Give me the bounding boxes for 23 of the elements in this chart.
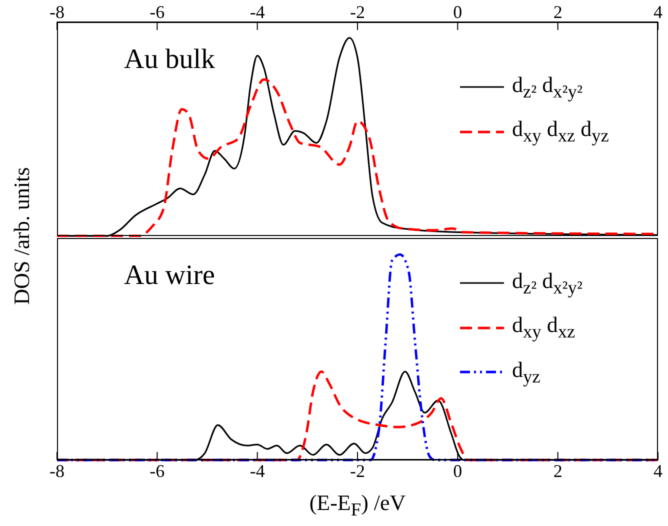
x-tick-label: -2: [350, 460, 365, 481]
x-tick-label: 4: [654, 2, 662, 22]
x-tick-label: -8: [50, 460, 64, 481]
legend-label: d$_{yz}$: [512, 356, 540, 388]
x-tick-label: -2: [350, 2, 365, 22]
annotation: Au wire: [124, 260, 215, 291]
annotation: Au bulk: [124, 44, 215, 75]
y-axis-title: DOS /arb. units: [9, 167, 34, 305]
x-tick-label: 2: [553, 2, 562, 22]
legend-label: d$_{xy}$ d$_{xz}$: [512, 312, 576, 343]
x-tick-label: 4: [654, 460, 662, 481]
x-tick-label: -8: [50, 2, 64, 22]
x-tick-label: -4: [250, 2, 265, 22]
x-tick-label: 0: [453, 2, 462, 22]
x-axis-title: (E-E$_{F}$) /eV: [309, 490, 406, 519]
x-tick-label: -6: [150, 2, 165, 22]
legend-label: d$_{xy}$ d$_{xz}$ d$_{yz}$: [512, 116, 609, 147]
legend-label: d$_{z²}$ d$_{x²y²}$: [512, 268, 582, 298]
x-tick-label: -4: [250, 460, 265, 481]
x-tick-label: -6: [150, 460, 165, 481]
x-tick-label: 0: [453, 460, 462, 481]
legend-label: d$_{z²}$ d$_{x²y²}$: [512, 72, 582, 102]
x-tick-label: 2: [553, 460, 562, 481]
